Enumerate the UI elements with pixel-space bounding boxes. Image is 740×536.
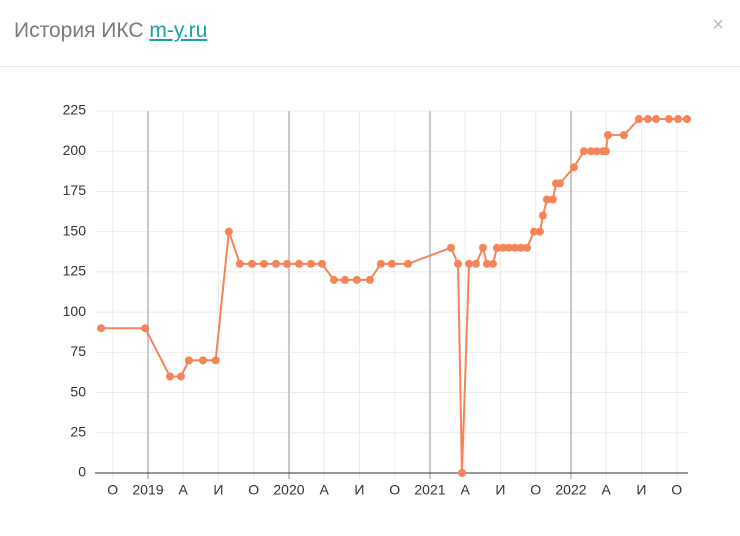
- modal-header: История ИКС m-y.ru ×: [0, 0, 740, 67]
- x-tick-label: 2019: [132, 482, 163, 498]
- point: [248, 259, 257, 268]
- x-tick-label: О: [671, 482, 682, 498]
- point: [664, 115, 673, 124]
- point: [478, 243, 487, 252]
- point: [465, 259, 474, 268]
- point: [317, 259, 326, 268]
- point: [376, 259, 385, 268]
- x-tick-label: А: [461, 482, 471, 498]
- point: [184, 356, 193, 365]
- point: [522, 243, 531, 252]
- point: [555, 179, 564, 188]
- point: [586, 147, 595, 156]
- point: [516, 243, 525, 252]
- point: [499, 243, 508, 252]
- close-button[interactable]: ×: [712, 14, 724, 36]
- point: [365, 275, 374, 284]
- point: [510, 243, 519, 252]
- point: [176, 372, 185, 381]
- point: [352, 275, 361, 284]
- point: [592, 147, 601, 156]
- point: [673, 115, 682, 124]
- point: [603, 131, 612, 140]
- point: [530, 227, 539, 236]
- point: [492, 243, 501, 252]
- x-tick-label: О: [107, 482, 118, 498]
- y-tick-label: 225: [63, 102, 87, 118]
- x-tick-label: О: [389, 482, 400, 498]
- point: [306, 259, 315, 268]
- x-tick-label: И: [636, 482, 646, 498]
- point: [198, 356, 207, 365]
- x-tick-label: И: [213, 482, 223, 498]
- x-tick-label: О: [248, 482, 259, 498]
- point: [294, 259, 303, 268]
- x-tick-label: А: [602, 482, 612, 498]
- point: [235, 259, 244, 268]
- point: [535, 227, 544, 236]
- point: [211, 356, 220, 365]
- y-tick-label: 75: [70, 343, 86, 359]
- point: [340, 275, 349, 284]
- point: [165, 372, 174, 381]
- x-tick-label: А: [320, 482, 330, 498]
- y-tick-label: 150: [63, 222, 87, 238]
- point: [579, 147, 588, 156]
- point: [601, 147, 610, 156]
- x-tick-label: 2021: [414, 482, 445, 498]
- x-tick-label: 2020: [273, 482, 304, 498]
- point: [403, 259, 412, 268]
- modal-title: История ИКС m-y.ru: [14, 19, 207, 43]
- y-tick-label: 25: [70, 423, 86, 439]
- point: [538, 211, 547, 220]
- x-tick-label: 2022: [555, 482, 586, 498]
- point: [282, 259, 291, 268]
- point: [634, 115, 643, 124]
- point: [643, 115, 652, 124]
- point: [271, 259, 280, 268]
- x-tick-label: И: [354, 482, 364, 498]
- y-tick-label: 200: [63, 142, 87, 158]
- point: [569, 163, 578, 172]
- point: [619, 131, 628, 140]
- y-tick-label: 0: [78, 464, 86, 480]
- point: [683, 115, 692, 124]
- y-tick-label: 175: [63, 182, 87, 198]
- point: [97, 324, 105, 333]
- point: [224, 227, 233, 236]
- point: [504, 243, 513, 252]
- line: [101, 118, 688, 474]
- point: [260, 259, 269, 268]
- point: [488, 259, 497, 268]
- point: [457, 469, 466, 477]
- x-tick-label: А: [179, 482, 189, 498]
- x-tick-label: И: [495, 482, 505, 498]
- point: [471, 259, 480, 268]
- point: [482, 259, 491, 268]
- point: [651, 115, 660, 124]
- point: [446, 243, 455, 252]
- point: [141, 324, 150, 333]
- point: [329, 275, 338, 284]
- y-tick-label: 50: [70, 383, 86, 399]
- site-link[interactable]: m-y.ru: [149, 19, 208, 42]
- y-tick-label: 125: [63, 263, 87, 279]
- y-tick-label: 100: [63, 303, 87, 319]
- x-tick-label: О: [530, 482, 541, 498]
- title-text: История ИКС: [14, 19, 144, 42]
- point: [387, 259, 396, 268]
- point: [454, 259, 463, 268]
- point: [542, 195, 551, 204]
- point: [548, 195, 557, 204]
